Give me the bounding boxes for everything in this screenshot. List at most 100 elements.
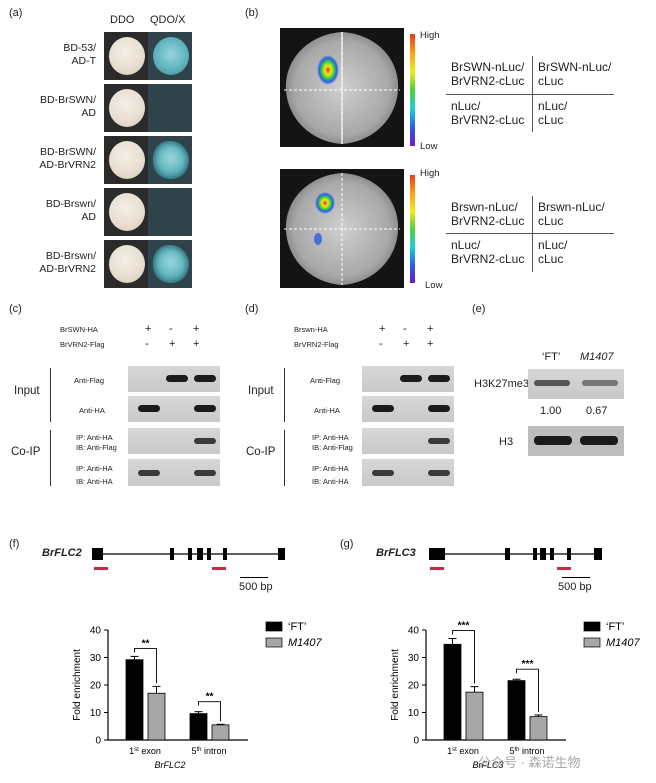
blot-label-ib-d1: IB: Anti-Flag xyxy=(312,443,353,452)
panel-d-label: (d) xyxy=(245,303,259,315)
input-bracket-d xyxy=(284,368,285,422)
coip-bracket-d xyxy=(284,430,285,486)
legend-label: ‘FT’ xyxy=(288,621,306,633)
h3-label: H3 xyxy=(499,436,514,448)
qdo-plate-cell xyxy=(148,240,192,288)
y-tick-label: 30 xyxy=(408,653,420,664)
blot-e-h3k27me3 xyxy=(528,369,624,399)
input-label-c: Input xyxy=(14,385,40,397)
y-tick-label: 40 xyxy=(90,626,102,637)
lane-sign: - xyxy=(145,338,149,350)
lane-sign: + xyxy=(379,323,386,335)
quant-m1407: 0.67 xyxy=(586,405,608,417)
significance-bracket xyxy=(198,701,221,722)
input-label-d: Input xyxy=(248,385,274,397)
bar xyxy=(529,716,548,741)
lane-sign: - xyxy=(403,323,407,335)
y2h-row-label: BD-BrSWN/AD-BrVRN2 xyxy=(39,146,96,171)
y-tick-label: 10 xyxy=(90,708,102,719)
y-tick-label: 0 xyxy=(95,736,101,747)
coip-label-c: Co-IP xyxy=(11,446,41,458)
gene-structure-f xyxy=(92,548,285,570)
coip-label-d: Co-IP xyxy=(246,446,276,458)
blue-yeast-colony xyxy=(153,37,189,75)
input-bracket-c xyxy=(50,368,51,422)
blot-d-anti-flag xyxy=(362,366,454,392)
y2h-row-label: BD-Brswn/AD-BrVRN2 xyxy=(39,250,96,275)
yeast-colony xyxy=(109,89,145,127)
yeast-colony xyxy=(109,245,145,283)
yeast-colony xyxy=(109,193,145,231)
yeast-colony xyxy=(109,37,145,75)
scale-label-g: 500 bp xyxy=(558,581,592,593)
row2-label-d: BrVRN2-Flag xyxy=(294,340,339,349)
yeast-colony xyxy=(109,141,145,179)
blot-d-coip-flag xyxy=(362,428,454,454)
blot-label-ib-d2: IB: Anti-HA xyxy=(312,477,349,486)
leaf-svg-bottom xyxy=(284,173,400,285)
luminescence-scale-bar-top xyxy=(410,34,415,146)
qdo-plate-cell xyxy=(148,84,192,132)
bar xyxy=(147,692,166,741)
blot-label-anti-ha-c: Anti-HA xyxy=(79,406,105,415)
y-tick-label: 30 xyxy=(90,653,102,664)
blot-c-anti-ha xyxy=(128,396,220,422)
blot-label-ip-d2: IP: Anti-HA xyxy=(312,464,349,473)
significance-bracket xyxy=(452,630,475,684)
significance-marker: ** xyxy=(142,638,150,649)
lane-sign: + xyxy=(169,338,176,350)
panel-e-label: (e) xyxy=(472,303,486,315)
blot-label-ib-c1: IB: Anti-Flag xyxy=(76,443,117,452)
blot-c-coip-ha xyxy=(128,459,220,486)
ddo-plate-cell xyxy=(104,188,148,236)
lane-sign: - xyxy=(379,338,383,350)
watermark-text: 公众号 · 森诺生物 xyxy=(478,755,581,770)
y-tick-label: 20 xyxy=(408,681,420,692)
row2-label-c: BrVRN2-Flag xyxy=(60,340,105,349)
chip-chart-brflc2: 0 10 20 30 40 Fold enrichment ** 1st exon ** 5th … xyxy=(72,621,323,770)
qdo-plate-cell xyxy=(148,32,192,80)
scale-low-top: Low xyxy=(420,141,438,152)
blot-label-ip-c2: IP: Anti-HA xyxy=(76,464,113,473)
lane-sign: + xyxy=(427,323,434,335)
y2h-row-label: BD-53/AD-T xyxy=(63,42,96,67)
legend-swatch xyxy=(583,637,601,648)
lane-sign: + xyxy=(193,338,200,350)
col-header-m1407: M1407 xyxy=(580,351,614,363)
panel-f-label: (f) xyxy=(9,538,20,550)
scale-bar-g xyxy=(562,577,590,578)
blot-label-anti-flag-d: Anti-Flag xyxy=(310,376,341,385)
gene-name-f: BrFLC2 xyxy=(42,547,82,559)
blot-label-anti-flag-c: Anti-Flag xyxy=(74,376,105,385)
category-label: 5th intron xyxy=(191,746,226,756)
blot-label-ip-d1: IP: Anti-HA xyxy=(312,433,349,442)
lane-sign: + xyxy=(427,338,434,350)
lane-sign: + xyxy=(403,338,410,350)
luminescence-scale-bar-bottom xyxy=(410,175,415,283)
construct-bl: nLuc/BrVRN2-cLuc xyxy=(451,99,525,127)
legend-label: M1407 xyxy=(288,637,323,649)
y-tick-label: 10 xyxy=(408,708,420,719)
construct-br: nLuc/cLuc xyxy=(538,99,568,127)
col-header-qdo: QDO/X xyxy=(150,14,186,26)
y-tick-label: 20 xyxy=(90,681,102,692)
significance-marker: *** xyxy=(522,659,534,670)
quant-ft: 1.00 xyxy=(540,405,562,417)
row1-label-c: BrSWN-HA xyxy=(60,325,98,334)
table-divider-h-bottom xyxy=(446,233,614,234)
construct-tl: BrSWN-nLuc/BrVRN2-cLuc xyxy=(451,60,525,88)
y-tick-label: 40 xyxy=(408,626,420,637)
panel-a-label: (a) xyxy=(9,7,23,19)
blue-yeast-colony xyxy=(153,141,189,179)
blot-c-anti-flag xyxy=(128,366,220,392)
category-label: 1st exon xyxy=(129,746,161,756)
y-tick-label: 0 xyxy=(413,736,419,747)
bar xyxy=(465,691,484,741)
luciferase-leaf-image-bottom xyxy=(280,169,404,288)
y2h-row-label: BD-BrSWN/AD xyxy=(40,94,96,119)
significance-bracket xyxy=(516,668,539,712)
scale-label-f: 500 bp xyxy=(239,581,273,593)
lane-sign: - xyxy=(169,323,173,335)
lane-sign: + xyxy=(145,323,152,335)
chip-chart-brflc3: 0 10 20 30 40 Fold enrichment *** 1st exon *** 5t… xyxy=(390,621,641,770)
